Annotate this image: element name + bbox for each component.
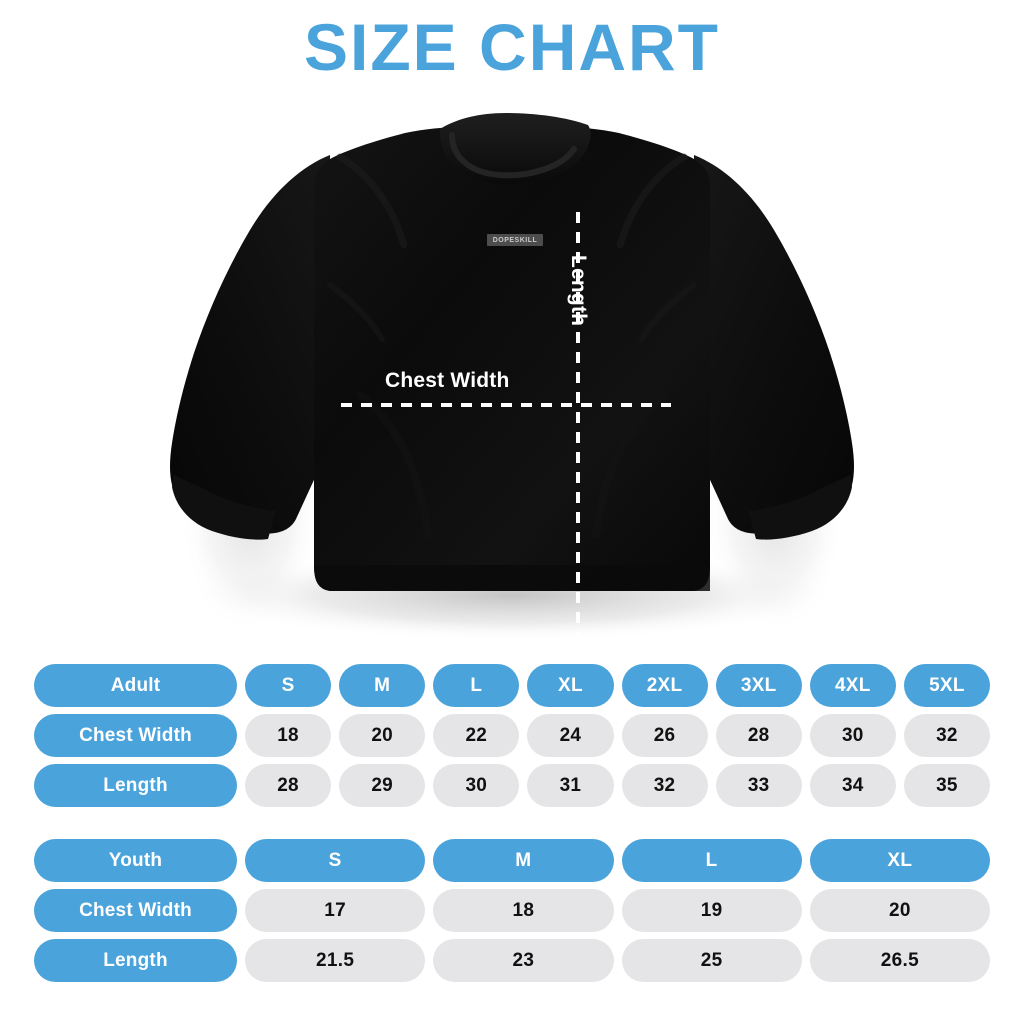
adult-length-l: 30 [433, 764, 520, 807]
youth-size-header-s[interactable]: S [245, 839, 426, 882]
adult-size-header-4xl[interactable]: 4XL [809, 664, 896, 707]
adult-chest-width-m: 20 [339, 714, 426, 757]
youth-size-table: Youth S M L XL Chest Width 17 18 19 20 L… [34, 839, 990, 982]
youth-size-header-m[interactable]: M [433, 839, 614, 882]
youth-length-label: Length [34, 939, 237, 982]
adult-length-label: Length [34, 764, 237, 807]
youth-header-row: Youth S M L XL [34, 839, 990, 882]
length-label: Length [567, 255, 590, 327]
adult-chest-width-5xl: 32 [903, 714, 990, 757]
adult-length-2xl: 32 [621, 764, 708, 807]
adult-size-header-3xl[interactable]: 3XL [715, 664, 802, 707]
youth-chest-width-label: Chest Width [34, 889, 237, 932]
long-sleeve-tshirt-icon [170, 113, 854, 641]
youth-length-l: 25 [621, 939, 802, 982]
youth-chest-width-m: 18 [433, 889, 614, 932]
adult-chest-width-row: Chest Width 18 20 22 24 26 28 30 32 [34, 714, 990, 757]
garment-illustration: DOPESKILL Chest Width Length [0, 95, 1024, 716]
adult-chest-width-4xl: 30 [809, 714, 896, 757]
youth-table-label: Youth [34, 839, 237, 882]
adult-length-3xl: 33 [715, 764, 802, 807]
youth-chest-width-row: Chest Width 17 18 19 20 [34, 889, 990, 932]
adult-size-table: Adult S M L XL 2XL 3XL 4XL 5XL Chest Wid… [34, 664, 990, 807]
page-title: SIZE CHART [304, 10, 720, 84]
adult-length-m: 29 [339, 764, 426, 807]
chest-width-label: Chest Width [385, 369, 510, 392]
adult-length-4xl: 34 [809, 764, 896, 807]
adult-length-s: 28 [245, 764, 332, 807]
adult-chest-width-xl: 24 [527, 714, 614, 757]
adult-size-header-l[interactable]: L [433, 664, 520, 707]
youth-size-header-xl[interactable]: XL [809, 839, 990, 882]
adult-header-row: Adult S M L XL 2XL 3XL 4XL 5XL [34, 664, 990, 707]
youth-length-xl: 26.5 [809, 939, 990, 982]
adult-size-header-5xl[interactable]: 5XL [903, 664, 990, 707]
adult-size-header-m[interactable]: M [339, 664, 426, 707]
adult-size-header-2xl[interactable]: 2XL [621, 664, 708, 707]
adult-size-header-s[interactable]: S [245, 664, 332, 707]
adult-length-xl: 31 [527, 764, 614, 807]
adult-chest-width-s: 18 [245, 714, 332, 757]
youth-chest-width-l: 19 [621, 889, 802, 932]
youth-length-m: 23 [433, 939, 614, 982]
length-dashed-line [576, 212, 580, 716]
adult-length-5xl: 35 [903, 764, 990, 807]
adult-chest-width-l: 22 [433, 714, 520, 757]
adult-chest-width-2xl: 26 [621, 714, 708, 757]
adult-chest-width-3xl: 28 [715, 714, 802, 757]
adult-length-row: Length 28 29 30 31 32 33 34 35 [34, 764, 990, 807]
adult-size-header-xl[interactable]: XL [527, 664, 614, 707]
adult-chest-width-label: Chest Width [34, 714, 237, 757]
adult-table-label: Adult [34, 664, 237, 707]
youth-length-s: 21.5 [245, 939, 426, 982]
youth-chest-width-xl: 20 [809, 889, 990, 932]
brand-neck-tag: DOPESKILL [487, 234, 543, 246]
youth-size-header-l[interactable]: L [621, 839, 802, 882]
brand-name: DOPESKILL [492, 236, 538, 244]
youth-chest-width-s: 17 [245, 889, 426, 932]
youth-length-row: Length 21.5 23 25 26.5 [34, 939, 990, 982]
page-title-container: SIZE CHART [0, 14, 1024, 80]
chest-width-dashed-line [341, 403, 671, 407]
